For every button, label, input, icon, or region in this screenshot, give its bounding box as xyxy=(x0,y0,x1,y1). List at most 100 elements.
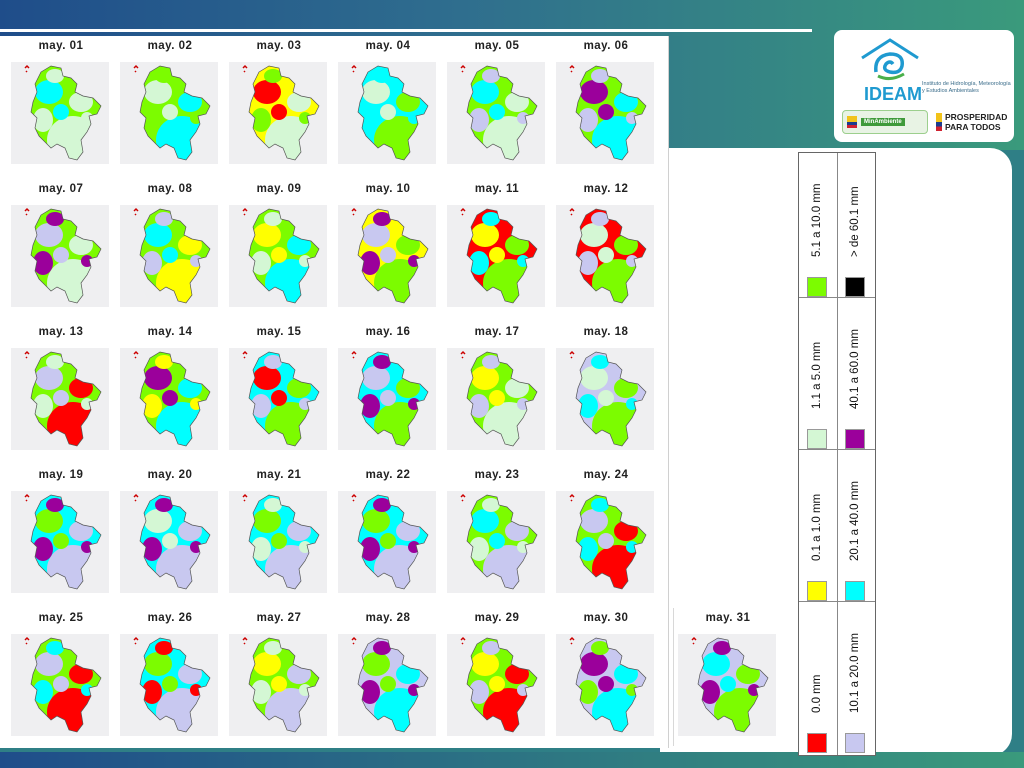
day-map-16: may. 16 xyxy=(338,324,438,450)
day-map-13: may. 13 xyxy=(11,324,111,450)
day-map-29: may. 29 xyxy=(447,610,547,736)
map-frame xyxy=(447,634,545,736)
day-label: may. 16 xyxy=(365,326,411,338)
day-label: may. 05 xyxy=(474,40,520,52)
day-label: may. 20 xyxy=(147,469,193,481)
flag-bars-icon xyxy=(936,113,942,131)
day-label: may. 19 xyxy=(38,469,84,481)
day-label: may. 26 xyxy=(147,612,193,624)
legend-item: 5.1 a 10.0 mm xyxy=(799,153,836,303)
day-label: may. 24 xyxy=(583,469,629,481)
map-frame xyxy=(120,62,218,164)
day-map-9: may. 09 xyxy=(229,181,329,307)
day-label: may. 28 xyxy=(365,612,411,624)
precipitation-map xyxy=(242,636,320,733)
day-label: may. 11 xyxy=(474,183,520,195)
precipitation-map xyxy=(242,207,320,304)
colombia-flag-icon xyxy=(847,116,857,128)
footer-band xyxy=(0,752,1024,768)
day-map-20: may. 20 xyxy=(120,467,220,593)
precipitation-map xyxy=(242,64,320,161)
day-label: may. 14 xyxy=(147,326,193,338)
precipitation-map xyxy=(460,64,538,161)
legend-item: 1.1 a 5.0 mm xyxy=(799,305,836,455)
precipitation-map xyxy=(460,350,538,447)
map-frame xyxy=(447,491,545,593)
day-label: may. 13 xyxy=(38,326,84,338)
legend-swatch xyxy=(845,733,865,753)
legend-column-divider xyxy=(837,153,838,755)
precipitation-map xyxy=(351,64,429,161)
legend-item: 0.1 a 1.0 mm xyxy=(799,457,836,607)
slogan-line1: PROSPERIDAD xyxy=(945,112,1008,122)
map-frame xyxy=(678,634,776,736)
precipitation-map xyxy=(351,207,429,304)
precipitation-map xyxy=(24,64,102,161)
legend-label: 0.0 mm xyxy=(811,674,823,713)
day-map-10: may. 10 xyxy=(338,181,438,307)
map-frame xyxy=(338,491,436,593)
legend-item: 40.1 a 60.0 mm xyxy=(837,305,874,455)
precipitation-map xyxy=(24,493,102,590)
precipitation-map xyxy=(242,493,320,590)
day-map-15: may. 15 xyxy=(229,324,329,450)
precipitation-map xyxy=(133,64,211,161)
day-map-25: may. 25 xyxy=(11,610,111,736)
precipitation-map xyxy=(460,493,538,590)
map-frame xyxy=(120,634,218,736)
map-frame xyxy=(120,491,218,593)
legend-swatch xyxy=(807,581,827,601)
precipitation-map xyxy=(24,350,102,447)
ideam-name: IDEAM xyxy=(864,84,922,104)
map-frame xyxy=(229,634,327,736)
legend-label: 20.1 a 40.0 mm xyxy=(849,481,861,561)
legend-row-divider xyxy=(799,297,875,298)
precipitation-map xyxy=(569,350,647,447)
map-frame xyxy=(229,491,327,593)
map-frame xyxy=(338,348,436,450)
map-frame xyxy=(229,348,327,450)
precipitation-map xyxy=(133,350,211,447)
legend-swatch xyxy=(845,581,865,601)
precipitation-map xyxy=(569,64,647,161)
day-map-28: may. 28 xyxy=(338,610,438,736)
map-frame xyxy=(120,205,218,307)
precipitation-map xyxy=(133,493,211,590)
day-label: may. 27 xyxy=(256,612,302,624)
day-label: may. 07 xyxy=(38,183,84,195)
map-frame xyxy=(447,62,545,164)
legend-swatch xyxy=(807,277,827,297)
legend-row-divider xyxy=(799,601,875,602)
precipitation-map xyxy=(569,493,647,590)
day-map-5: may. 05 xyxy=(447,38,547,164)
map-frame xyxy=(556,491,654,593)
day-map-3: may. 03 xyxy=(229,38,329,164)
day-label: may. 31 xyxy=(705,612,751,624)
precipitation-map xyxy=(24,207,102,304)
precipitation-map xyxy=(460,207,538,304)
precipitation-map xyxy=(242,350,320,447)
day-label: may. 25 xyxy=(38,612,84,624)
map-frame xyxy=(556,348,654,450)
day-label: may. 08 xyxy=(147,183,193,195)
legend-item: > de 60.1 mm xyxy=(837,153,874,303)
map-frame xyxy=(338,634,436,736)
day-label: may. 10 xyxy=(365,183,411,195)
precipitation-map xyxy=(24,636,102,733)
map-frame xyxy=(11,205,109,307)
day-map-6: may. 06 xyxy=(556,38,656,164)
day-map-24: may. 24 xyxy=(556,467,656,593)
precipitation-map xyxy=(460,636,538,733)
day-label: may. 06 xyxy=(583,40,629,52)
day-map-4: may. 04 xyxy=(338,38,438,164)
daily-maps-panel: may. 01 may. 02 may. 03 may. 04 may. 05 may. … xyxy=(0,36,668,748)
prosperidad-logo: PROSPERIDAD PARA TODOS xyxy=(936,110,1010,134)
precipitation-map xyxy=(133,207,211,304)
legend-label: 5.1 a 10.0 mm xyxy=(811,183,823,257)
ministry-name: MinAmbiente xyxy=(861,118,905,126)
precipitation-map xyxy=(133,636,211,733)
legend-swatch xyxy=(845,429,865,449)
day-label: may. 15 xyxy=(256,326,302,338)
map-frame xyxy=(556,205,654,307)
map-frame xyxy=(447,205,545,307)
